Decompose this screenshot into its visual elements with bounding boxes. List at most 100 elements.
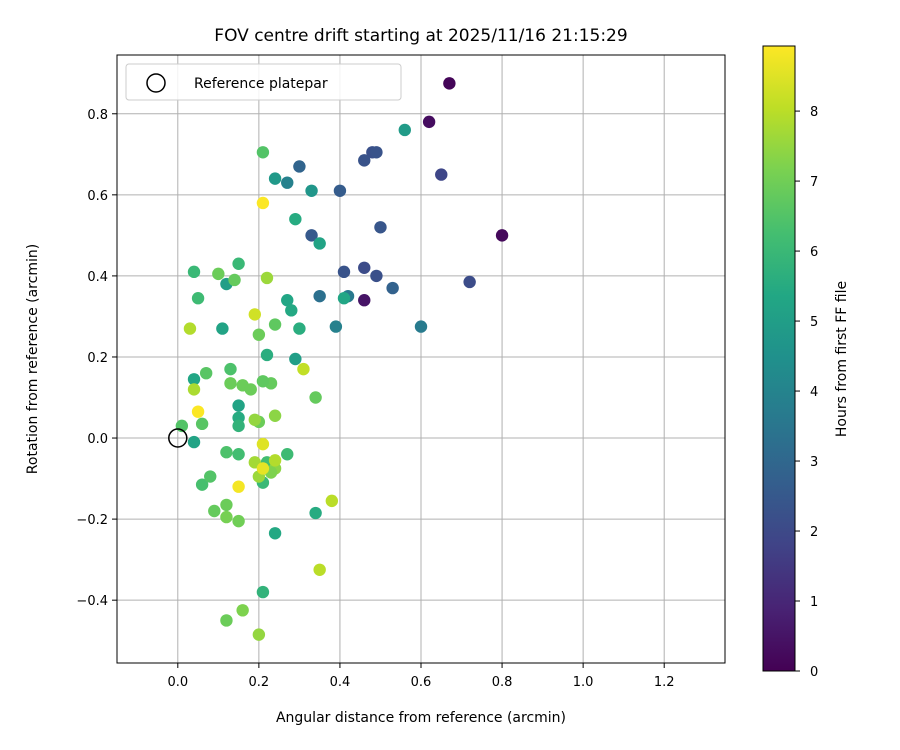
data-point [268, 172, 282, 185]
data-point [232, 514, 245, 528]
data-point [463, 275, 476, 289]
data-point [212, 267, 225, 281]
data-point [268, 318, 282, 331]
data-point [268, 454, 282, 467]
data-point [329, 320, 343, 333]
data-point [325, 494, 339, 508]
y-tick-label: 0.0 [87, 432, 108, 447]
y-tick-label: 0.6 [87, 189, 108, 204]
x-tick-label: 0.4 [330, 675, 351, 690]
data-point [337, 292, 351, 305]
legend-box [125, 63, 402, 101]
data-point [313, 237, 326, 250]
colorbar-tick-label: 7 [810, 175, 818, 190]
data-point [289, 212, 302, 226]
legend: Reference platepar [125, 63, 402, 101]
data-point [281, 176, 294, 189]
data-point [268, 527, 282, 540]
data-point [260, 348, 274, 362]
x-tick-label: 1.2 [654, 675, 675, 690]
data-point [244, 383, 257, 396]
data-point [195, 478, 209, 491]
data-point [358, 261, 371, 274]
data-point [370, 146, 383, 159]
data-point [224, 377, 237, 390]
data-point [297, 362, 310, 376]
y-tick-label: −0.2 [76, 513, 108, 528]
colorbar-tick-label: 1 [810, 595, 818, 610]
data-point [333, 184, 347, 197]
data-point [232, 257, 245, 270]
data-point [422, 115, 436, 129]
data-point [252, 628, 266, 641]
data-point [370, 269, 383, 283]
data-point [248, 308, 262, 321]
data-point [187, 373, 201, 386]
data-point [268, 409, 282, 422]
y-tick-label: −0.4 [76, 594, 108, 609]
data-point [187, 265, 201, 279]
data-point [337, 265, 351, 279]
colorbar-tick-label: 8 [810, 105, 818, 120]
data-points [175, 77, 509, 641]
colorbar-tick-label: 4 [810, 385, 818, 400]
data-point [228, 273, 241, 287]
data-point [204, 470, 217, 483]
data-point [220, 498, 233, 512]
data-point [285, 304, 298, 317]
data-point [191, 405, 205, 418]
data-point [248, 413, 262, 426]
reference-marker [168, 428, 188, 448]
y-tick-label: 0.2 [87, 351, 108, 366]
y-axis-ticks: −0.4 −0.2 0.0 0.2 0.4 0.6 0.8 [76, 108, 117, 609]
data-point [358, 154, 371, 167]
data-point [195, 417, 209, 431]
data-point [252, 328, 266, 341]
colorbar-tick-label: 6 [810, 245, 818, 260]
colorbar-tick-label: 2 [810, 525, 818, 540]
x-tick-label: 0.2 [249, 675, 270, 690]
data-point [305, 229, 318, 242]
data-point [236, 604, 249, 617]
data-point [220, 614, 233, 627]
data-point [260, 271, 274, 285]
data-point [435, 168, 448, 181]
colorbar-ticks: 0 1 2 3 4 5 6 7 8 [795, 105, 818, 680]
data-point [309, 391, 322, 404]
x-axis-ticks: 0.0 0.2 0.4 0.6 0.8 1.0 1.2 [167, 663, 675, 690]
data-point [183, 322, 197, 335]
data-point [232, 448, 245, 461]
data-point [305, 184, 318, 197]
data-point [358, 294, 371, 307]
data-point [256, 585, 270, 599]
x-axis-label: Angular distance from reference (arcmin) [276, 710, 566, 726]
data-point [232, 399, 245, 412]
data-point [256, 462, 270, 475]
data-point [216, 322, 229, 335]
x-tick-label: 0.6 [411, 675, 432, 690]
data-point [256, 146, 270, 159]
data-point [374, 221, 387, 234]
data-point [191, 292, 205, 305]
data-point [256, 437, 270, 451]
data-point [293, 160, 306, 173]
data-point [256, 375, 270, 388]
data-point [232, 419, 245, 433]
y-tick-label: 0.8 [87, 108, 108, 123]
colorbar-tick-label: 5 [810, 315, 818, 330]
data-point [281, 448, 294, 461]
data-point [256, 196, 270, 210]
x-tick-label: 1.0 [573, 675, 594, 690]
chart-title: FOV centre drift starting at 2025/11/16 … [214, 26, 627, 46]
colorbar-frame [762, 45, 796, 672]
data-point [208, 504, 221, 518]
data-point [414, 320, 428, 333]
y-axis-label: Rotation from reference (arcmin) [25, 244, 41, 474]
data-point [187, 383, 201, 396]
y-tick-label: 0.4 [87, 270, 108, 285]
colorbar-tick-label: 3 [810, 455, 818, 470]
data-point [293, 322, 306, 335]
data-point [220, 446, 233, 459]
data-point [443, 77, 456, 90]
